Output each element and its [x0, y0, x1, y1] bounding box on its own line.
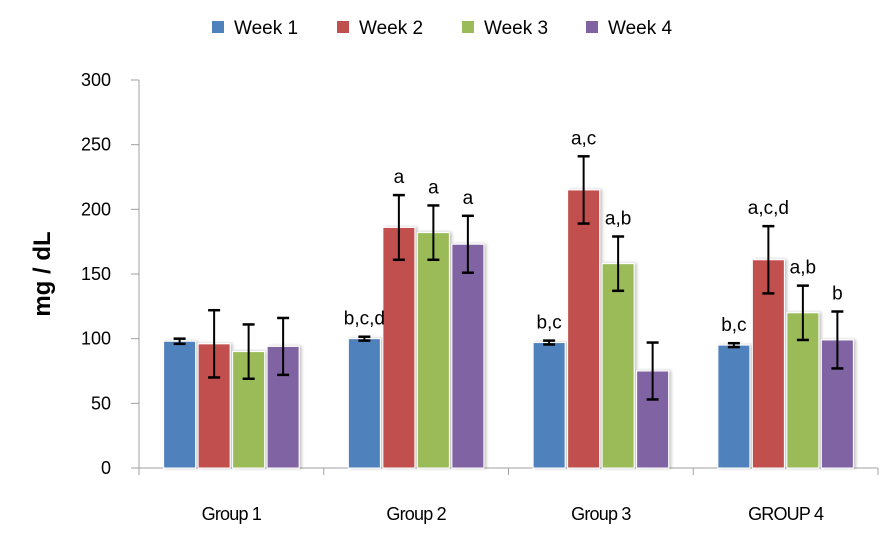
bar	[347, 338, 381, 469]
significance-label: a	[394, 167, 405, 188]
significance-label: b,c,d	[344, 309, 385, 330]
significance-label: a,b	[605, 208, 631, 229]
legend-label: Week 2	[359, 18, 423, 39]
y-tick-label: 200	[81, 199, 111, 219]
x-tick-label: Group 3	[571, 504, 631, 524]
legend-item: Week 3	[462, 18, 548, 39]
significance-label: b	[832, 284, 843, 305]
bar	[567, 189, 601, 469]
bar	[416, 232, 450, 469]
legend-label: Week 3	[484, 18, 548, 39]
bar	[601, 263, 635, 469]
legend-swatch	[586, 21, 598, 33]
significance-label: a,c,d	[748, 198, 789, 219]
significance-label: a	[463, 188, 474, 209]
legend-item: Week 2	[337, 18, 423, 39]
y-tick-label: 50	[91, 393, 111, 413]
bar	[717, 344, 751, 469]
legend-item: Week 4	[586, 18, 673, 39]
significance-label: b,c	[721, 315, 746, 336]
y-tick-label: 250	[81, 135, 111, 155]
legend-swatch	[337, 21, 349, 33]
x-tick-label: Group 1	[202, 504, 262, 524]
x-tick-label: GROUP 4	[748, 504, 824, 524]
legend-item: Week 1	[212, 18, 298, 39]
y-tick-label: 300	[81, 70, 111, 90]
y-axis: 0 50 100 150 200 250 300	[81, 70, 140, 478]
legend-label: Week 1	[234, 18, 298, 39]
y-tick-label: 150	[81, 264, 111, 284]
error-bars	[173, 155, 844, 401]
legend-label: Week 4	[608, 18, 673, 39]
y-axis-label: mg / dL	[29, 231, 56, 316]
significance-label: a	[428, 177, 439, 198]
significance-label: a,c	[571, 128, 596, 149]
bar	[451, 243, 485, 469]
y-tick-label: 100	[81, 329, 111, 349]
bar	[382, 226, 416, 469]
significance-label: a,b	[790, 258, 816, 279]
bar	[163, 340, 197, 469]
bar	[532, 342, 566, 469]
y-tick-label: 0	[101, 458, 111, 478]
bars	[163, 189, 854, 469]
x-axis: Group 1 Group 2 Group 3 GROUP 4	[131, 467, 879, 524]
legend-swatch	[462, 21, 474, 33]
legend-swatch	[212, 21, 224, 33]
legend: Week 1 Week 2 Week 3 Week 4	[212, 18, 673, 39]
significance-labels: b,c,d a a a b,c a,c a,b b,c a,c,d a,b b	[344, 128, 843, 336]
x-tick-label: Group 2	[386, 504, 446, 524]
significance-label: b,c	[536, 313, 561, 334]
